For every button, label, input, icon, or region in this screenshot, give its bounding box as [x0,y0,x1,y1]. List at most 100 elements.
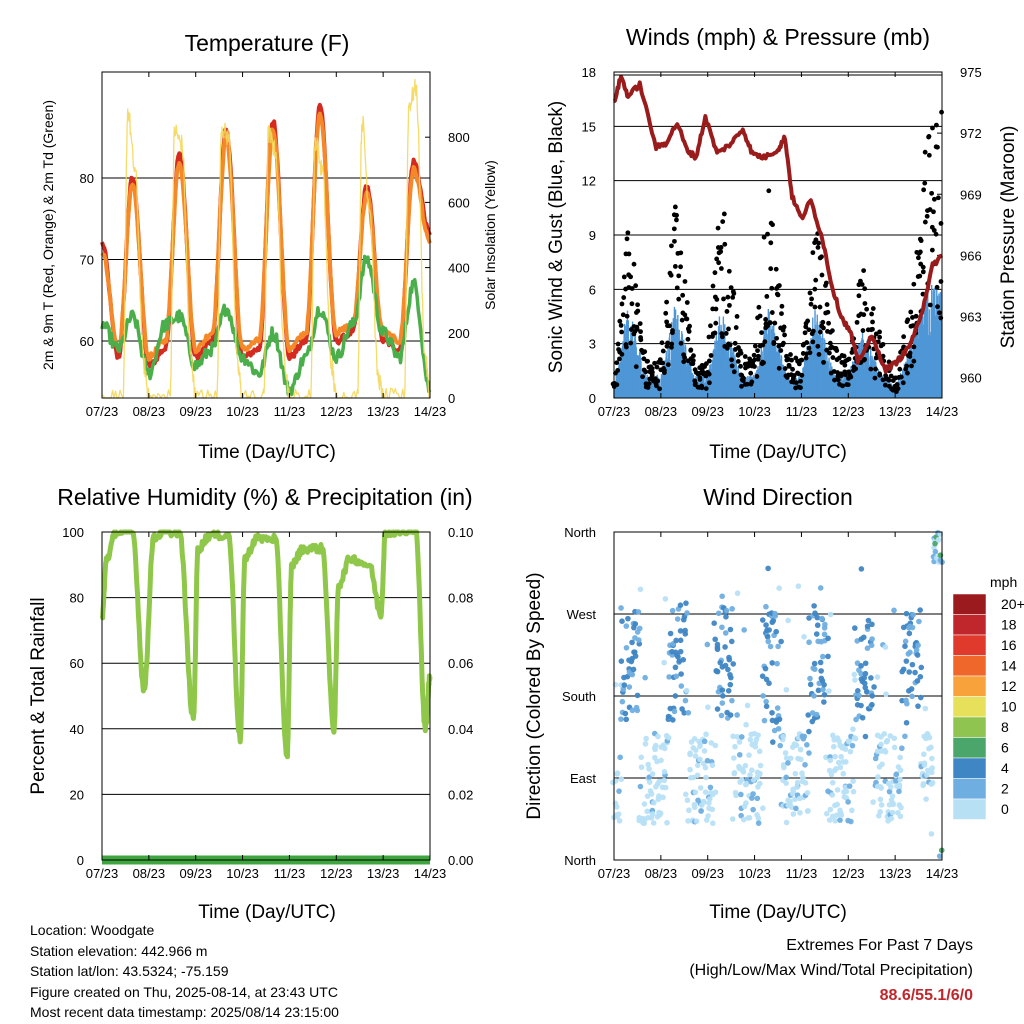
direction-point [685,709,692,716]
station-elevation: Station elevation: 442.966 m [30,942,208,959]
direction-point [897,754,903,761]
gust-point [621,295,627,300]
temp-xtick-label: 13/23 [367,404,400,419]
direction-point [849,807,855,814]
direction-point [619,618,625,624]
direction-point [819,615,825,622]
gust-point [799,357,805,363]
gust-point [748,370,754,376]
direction-point [869,621,875,628]
gust-point [838,373,844,379]
direction-point [806,728,812,735]
direction-point [750,777,757,783]
gust-point [690,361,696,367]
direction-point [770,739,776,745]
gust-point [628,274,634,280]
direction-point [875,774,881,780]
gust-point [778,348,784,353]
wind-xtick-label: 10/23 [738,404,771,419]
direction-point [906,669,912,675]
wind-xtick-label: 09/23 [691,404,724,419]
direction-point [694,762,701,769]
direction-point [704,757,711,764]
gust-point [670,330,675,336]
gust-point [922,149,928,155]
gust-point [614,382,620,388]
direction-point [642,674,648,681]
gust-point [848,374,854,380]
direction-point [679,706,685,712]
gust-point [810,250,816,256]
gust-point [766,188,772,194]
temp-xtick-label: 11/23 [274,404,306,419]
direction-point [882,749,889,755]
direction-point [747,772,753,778]
gust-point [671,226,677,232]
direction-point [829,792,836,798]
gust-point [714,297,720,302]
direction-point [618,716,624,722]
gust-point [880,341,886,347]
gust-point [618,323,624,328]
direction-point [902,733,908,740]
direction-point [740,769,747,775]
direction-point [763,603,769,610]
direction-point [719,593,725,600]
direction-point [832,817,839,824]
direction-point [623,644,630,651]
dir-xtick-label: 07/23 [598,866,631,881]
gust-point [817,329,823,335]
direction-point [891,735,898,742]
direction-point [701,748,708,754]
direction-point [825,653,831,660]
direction-point [889,809,896,816]
humidity-y-left-title: Percent & Total Rainfall [28,597,49,794]
direction-point [734,734,741,740]
direction-point [665,713,672,720]
direction-point [806,639,812,646]
gust-point [815,343,821,349]
direction-point [682,627,688,634]
gust-point [807,290,813,296]
gust-point [615,341,621,347]
direction-point [678,683,685,689]
gust-point [819,272,825,278]
direction-point [621,682,628,688]
gust-point [727,342,733,348]
gust-point [853,366,859,372]
gust-point [773,266,779,272]
direction-point [864,645,871,652]
gust-point [729,363,735,369]
direction-point [801,634,807,640]
gust-point [722,241,728,247]
gust-point [827,340,833,346]
direction-point [764,633,771,640]
direction-point [929,765,935,771]
direction-point [684,797,691,804]
gust-point [895,386,901,391]
station-pressure-line [612,74,944,374]
direction-point [666,674,672,680]
direction-point [843,788,850,795]
gust-point [768,240,774,246]
direction-point [761,717,768,724]
direction-point [743,800,749,806]
direction-point [783,774,789,781]
direction-point [813,631,820,637]
direction-point [859,714,866,721]
direction-point [849,742,856,749]
legend-swatch [952,675,987,697]
legend-label: 10 [1001,699,1017,715]
wind-ytick-label: 18 [582,65,596,80]
gust-point [901,334,907,340]
direction-point [818,668,824,674]
legend-swatch [952,655,987,677]
direction-point [661,777,668,784]
direction-point [629,671,636,678]
direction-point [828,771,835,778]
gust-point [904,363,910,369]
direction-point [878,802,885,808]
gust-point [732,340,738,346]
gust-point [725,345,730,351]
